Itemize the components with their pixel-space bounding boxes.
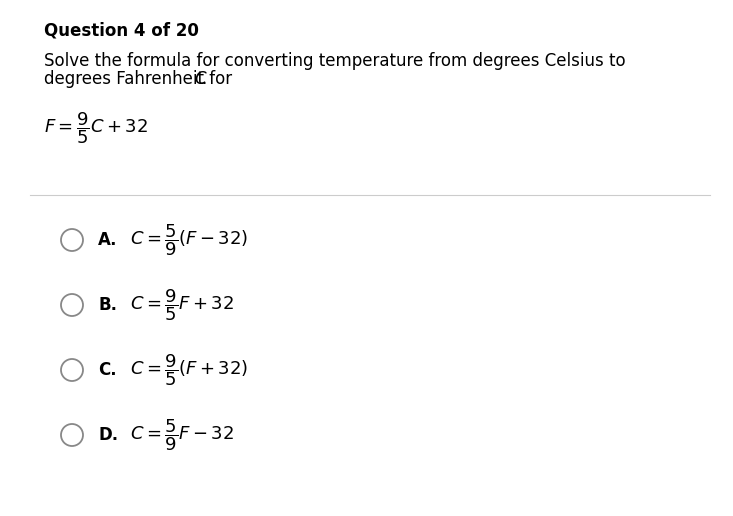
Text: $C = \dfrac{9}{5}F+32$: $C = \dfrac{9}{5}F+32$ [130,287,234,323]
Text: $F = \dfrac{9}{5}C+32$: $F = \dfrac{9}{5}C+32$ [44,110,148,146]
Text: Solve the formula for converting temperature from degrees Celsius to: Solve the formula for converting tempera… [44,52,626,70]
Text: C: C [195,70,206,88]
Text: $C = \dfrac{5}{9}(F-32)$: $C = \dfrac{5}{9}(F-32)$ [130,222,248,258]
Text: $C = \dfrac{5}{9}F-32$: $C = \dfrac{5}{9}F-32$ [130,417,234,453]
Text: A.: A. [98,231,117,249]
Text: .: . [202,70,207,88]
Text: D.: D. [98,426,118,444]
Text: Question 4 of 20: Question 4 of 20 [44,22,199,40]
Text: C.: C. [98,361,117,379]
Text: B.: B. [98,296,117,314]
Text: $C = \dfrac{9}{5}(F+32)$: $C = \dfrac{9}{5}(F+32)$ [130,352,248,388]
Text: degrees Fahrenheit for: degrees Fahrenheit for [44,70,237,88]
